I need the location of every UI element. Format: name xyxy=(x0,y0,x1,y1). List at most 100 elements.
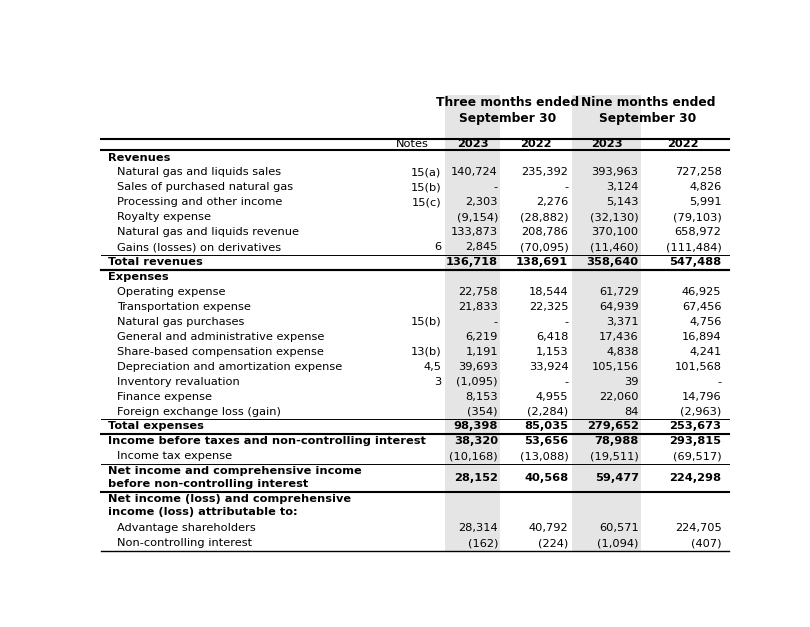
Text: (32,130): (32,130) xyxy=(590,213,638,223)
Text: (1,094): (1,094) xyxy=(597,539,638,549)
Text: (162): (162) xyxy=(467,539,498,549)
Text: -: - xyxy=(565,182,569,192)
Bar xyxy=(572,95,642,551)
Text: Non-controlling interest: Non-controlling interest xyxy=(117,539,252,549)
Text: -: - xyxy=(494,317,498,327)
Text: 17,436: 17,436 xyxy=(599,332,638,342)
Text: Net income (loss) and comprehensive
income (loss) attributable to:: Net income (loss) and comprehensive inco… xyxy=(108,494,351,517)
Text: (111,484): (111,484) xyxy=(666,242,722,252)
Text: 98,398: 98,398 xyxy=(454,421,498,431)
Text: 15(c): 15(c) xyxy=(411,198,441,208)
Text: Nine months ended
September 30: Nine months ended September 30 xyxy=(581,95,715,125)
Bar xyxy=(446,95,501,551)
Text: 3,371: 3,371 xyxy=(606,317,638,327)
Text: 1,153: 1,153 xyxy=(535,347,569,357)
Text: 293,815: 293,815 xyxy=(670,436,722,446)
Text: (11,460): (11,460) xyxy=(590,242,638,252)
Text: 133,873: 133,873 xyxy=(451,227,498,237)
Text: 38,320: 38,320 xyxy=(454,436,498,446)
Text: -: - xyxy=(565,377,569,387)
Text: -: - xyxy=(718,377,722,387)
Text: 85,035: 85,035 xyxy=(524,421,569,431)
Text: 105,156: 105,156 xyxy=(591,362,638,372)
Text: 2,276: 2,276 xyxy=(536,198,569,208)
Text: -: - xyxy=(565,317,569,327)
Text: 14,796: 14,796 xyxy=(682,392,722,401)
Text: 5,991: 5,991 xyxy=(688,198,722,208)
Text: 2022: 2022 xyxy=(521,139,552,149)
Text: 3,124: 3,124 xyxy=(606,182,638,192)
Text: 358,640: 358,640 xyxy=(586,257,638,267)
Text: 3: 3 xyxy=(434,377,441,387)
Text: (2,284): (2,284) xyxy=(527,406,569,416)
Text: 84: 84 xyxy=(625,406,638,416)
Text: Processing and other income: Processing and other income xyxy=(117,198,283,208)
Text: 22,758: 22,758 xyxy=(458,287,498,297)
Text: 4,838: 4,838 xyxy=(606,347,638,357)
Text: 67,456: 67,456 xyxy=(682,302,722,312)
Text: 40,792: 40,792 xyxy=(529,524,569,534)
Text: Transportation expense: Transportation expense xyxy=(117,302,251,312)
Text: Natural gas purchases: Natural gas purchases xyxy=(117,317,245,327)
Text: General and administrative expense: General and administrative expense xyxy=(117,332,324,342)
Text: 393,963: 393,963 xyxy=(591,167,638,177)
Text: 15(a): 15(a) xyxy=(411,167,441,177)
Text: (354): (354) xyxy=(467,406,498,416)
Text: 4,756: 4,756 xyxy=(689,317,722,327)
Text: 235,392: 235,392 xyxy=(522,167,569,177)
Text: 28,152: 28,152 xyxy=(454,473,498,483)
Text: 140,724: 140,724 xyxy=(451,167,498,177)
Text: Finance expense: Finance expense xyxy=(117,392,212,401)
Text: 28,314: 28,314 xyxy=(458,524,498,534)
Text: Inventory revaluation: Inventory revaluation xyxy=(117,377,240,387)
Text: 18,544: 18,544 xyxy=(529,287,569,297)
Text: 224,298: 224,298 xyxy=(670,473,722,483)
Text: 6: 6 xyxy=(434,242,441,252)
Text: 61,729: 61,729 xyxy=(599,287,638,297)
Text: 253,673: 253,673 xyxy=(670,421,722,431)
Text: 224,705: 224,705 xyxy=(675,524,722,534)
Text: (10,168): (10,168) xyxy=(450,451,498,461)
Text: Total revenues: Total revenues xyxy=(108,257,202,267)
Text: 13(b): 13(b) xyxy=(411,347,441,357)
Text: 39: 39 xyxy=(624,377,638,387)
Text: 4,5: 4,5 xyxy=(424,362,441,372)
Text: 53,656: 53,656 xyxy=(524,436,569,446)
Text: 60,571: 60,571 xyxy=(599,524,638,534)
Text: Three months ended
September 30: Three months ended September 30 xyxy=(437,95,580,125)
Text: Revenues: Revenues xyxy=(108,152,170,162)
Text: 370,100: 370,100 xyxy=(591,227,638,237)
Text: 2,845: 2,845 xyxy=(466,242,498,252)
Text: Operating expense: Operating expense xyxy=(117,287,225,297)
Text: (224): (224) xyxy=(538,539,569,549)
Text: 40,568: 40,568 xyxy=(524,473,569,483)
Text: (79,103): (79,103) xyxy=(673,213,722,223)
Text: (9,154): (9,154) xyxy=(457,213,498,223)
Text: 39,693: 39,693 xyxy=(458,362,498,372)
Text: Natural gas and liquids revenue: Natural gas and liquids revenue xyxy=(117,227,299,237)
Text: Gains (losses) on derivatives: Gains (losses) on derivatives xyxy=(117,242,281,252)
Text: (13,088): (13,088) xyxy=(519,451,569,461)
Text: 2023: 2023 xyxy=(590,139,622,149)
Text: -: - xyxy=(494,182,498,192)
Text: 136,718: 136,718 xyxy=(446,257,498,267)
Text: 547,488: 547,488 xyxy=(669,257,722,267)
Text: 46,925: 46,925 xyxy=(682,287,722,297)
Text: Sales of purchased natural gas: Sales of purchased natural gas xyxy=(117,182,293,192)
Text: 64,939: 64,939 xyxy=(599,302,638,312)
Text: Total expenses: Total expenses xyxy=(108,421,203,431)
Text: 2023: 2023 xyxy=(457,139,488,149)
Text: 208,786: 208,786 xyxy=(522,227,569,237)
Text: 22,325: 22,325 xyxy=(529,302,569,312)
Text: (407): (407) xyxy=(691,539,722,549)
Text: 138,691: 138,691 xyxy=(516,257,569,267)
Text: 4,241: 4,241 xyxy=(689,347,722,357)
Text: 4,955: 4,955 xyxy=(535,392,569,401)
Text: 4,826: 4,826 xyxy=(689,182,722,192)
Text: 101,568: 101,568 xyxy=(675,362,722,372)
Text: 8,153: 8,153 xyxy=(466,392,498,401)
Text: Foreign exchange loss (gain): Foreign exchange loss (gain) xyxy=(117,406,281,416)
Text: 59,477: 59,477 xyxy=(595,473,638,483)
Text: 5,143: 5,143 xyxy=(606,198,638,208)
Text: 2022: 2022 xyxy=(667,139,699,149)
